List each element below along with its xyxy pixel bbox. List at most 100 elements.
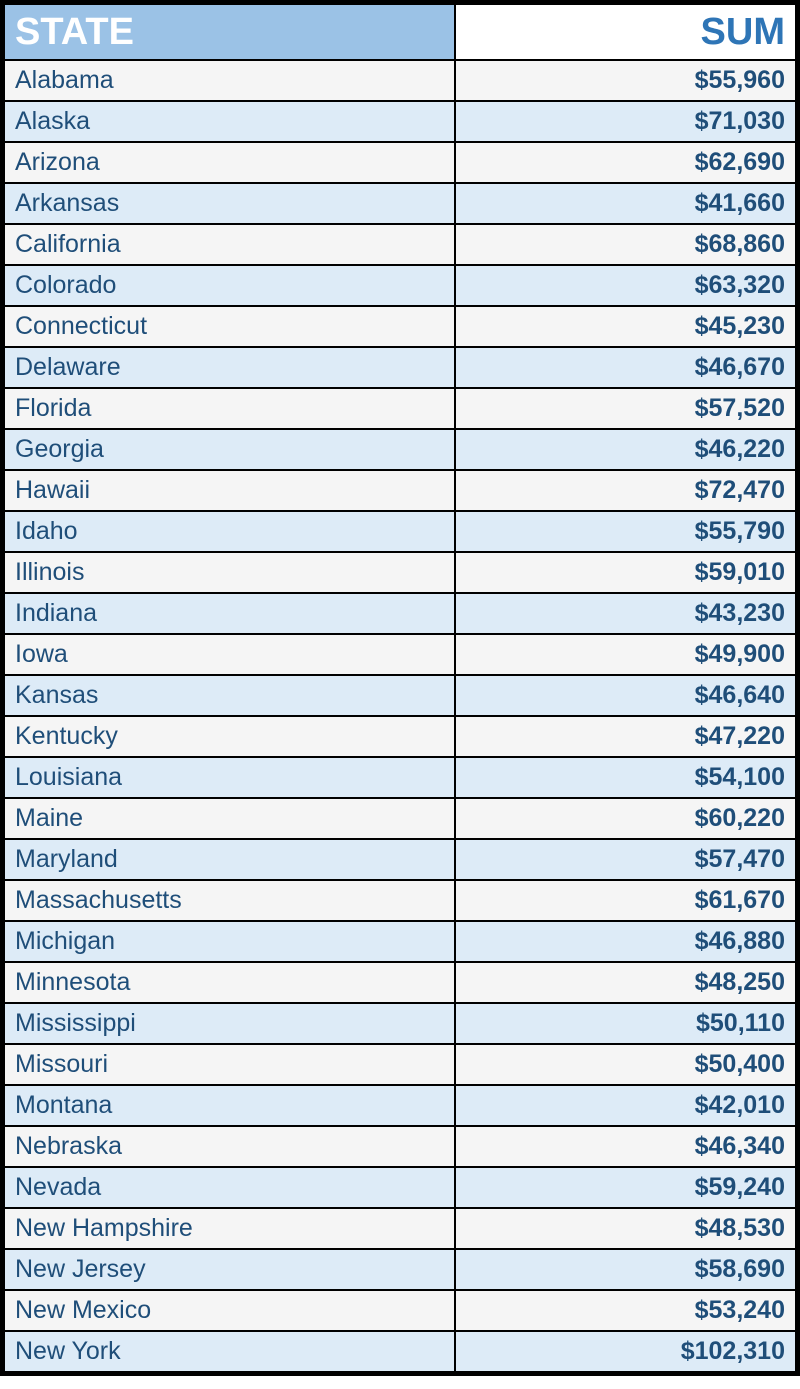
table-row: Louisiana $54,100 (4, 757, 796, 798)
sum-cell: $68,860 (455, 224, 796, 265)
sum-cell: $63,320 (455, 265, 796, 306)
state-cell: Hawaii (4, 470, 455, 511)
state-cell: Indiana (4, 593, 455, 634)
sum-cell: $46,340 (455, 1126, 796, 1167)
state-cell: Illinois (4, 552, 455, 593)
sum-cell: $48,530 (455, 1208, 796, 1249)
sum-cell: $61,670 (455, 880, 796, 921)
table-row: Hawaii $72,470 (4, 470, 796, 511)
state-cell: Florida (4, 388, 455, 429)
table-row: California $68,860 (4, 224, 796, 265)
sum-cell: $43,230 (455, 593, 796, 634)
state-cell: Alabama (4, 60, 455, 101)
state-cell: Arizona (4, 142, 455, 183)
table-row: Kansas $46,640 (4, 675, 796, 716)
sum-cell: $62,690 (455, 142, 796, 183)
sum-cell: $48,250 (455, 962, 796, 1003)
table-row: Massachusetts $61,670 (4, 880, 796, 921)
sum-cell: $58,690 (455, 1249, 796, 1290)
state-cell: Kentucky (4, 716, 455, 757)
table-row: New Mexico $53,240 (4, 1290, 796, 1331)
table-body: Alabama $55,960 Alaska $71,030 Arizona $… (4, 60, 796, 1372)
table-row: Missouri $50,400 (4, 1044, 796, 1085)
state-cell: Georgia (4, 429, 455, 470)
sum-cell: $50,400 (455, 1044, 796, 1085)
sum-cell: $42,010 (455, 1085, 796, 1126)
column-header-state: STATE (4, 4, 455, 60)
sum-cell: $57,520 (455, 388, 796, 429)
state-sum-table-container: STATE SUM Alabama $55,960 Alaska $71,030… (0, 0, 800, 1376)
sum-cell: $71,030 (455, 101, 796, 142)
sum-cell: $102,310 (455, 1331, 796, 1372)
state-cell: Connecticut (4, 306, 455, 347)
table-row: Iowa $49,900 (4, 634, 796, 675)
table-row: Arizona $62,690 (4, 142, 796, 183)
state-cell: Maryland (4, 839, 455, 880)
state-cell: Kansas (4, 675, 455, 716)
table-row: New Jersey $58,690 (4, 1249, 796, 1290)
table-row: Illinois $59,010 (4, 552, 796, 593)
table-row: Montana $42,010 (4, 1085, 796, 1126)
table-row: Maine $60,220 (4, 798, 796, 839)
state-cell: Michigan (4, 921, 455, 962)
sum-cell: $46,640 (455, 675, 796, 716)
sum-cell: $55,790 (455, 511, 796, 552)
table-row: Nebraska $46,340 (4, 1126, 796, 1167)
state-cell: Louisiana (4, 757, 455, 798)
sum-cell: $60,220 (455, 798, 796, 839)
state-cell: Mississippi (4, 1003, 455, 1044)
sum-cell: $55,960 (455, 60, 796, 101)
state-cell: Nevada (4, 1167, 455, 1208)
sum-cell: $59,240 (455, 1167, 796, 1208)
sum-cell: $59,010 (455, 552, 796, 593)
sum-cell: $41,660 (455, 183, 796, 224)
table-row: Alaska $71,030 (4, 101, 796, 142)
table-row: New York $102,310 (4, 1331, 796, 1372)
sum-cell: $45,230 (455, 306, 796, 347)
state-sum-table: STATE SUM Alabama $55,960 Alaska $71,030… (3, 3, 797, 1373)
table-row: Alabama $55,960 (4, 60, 796, 101)
table-row: Nevada $59,240 (4, 1167, 796, 1208)
state-cell: Montana (4, 1085, 455, 1126)
table-row: Idaho $55,790 (4, 511, 796, 552)
table-row: Colorado $63,320 (4, 265, 796, 306)
state-cell: California (4, 224, 455, 265)
table-row: Connecticut $45,230 (4, 306, 796, 347)
state-cell: New Hampshire (4, 1208, 455, 1249)
sum-cell: $53,240 (455, 1290, 796, 1331)
state-cell: Minnesota (4, 962, 455, 1003)
table-row: New Hampshire $48,530 (4, 1208, 796, 1249)
table-row: Mississippi $50,110 (4, 1003, 796, 1044)
sum-cell: $54,100 (455, 757, 796, 798)
table-row: Florida $57,520 (4, 388, 796, 429)
table-row: Maryland $57,470 (4, 839, 796, 880)
state-cell: Arkansas (4, 183, 455, 224)
table-header-row: STATE SUM (4, 4, 796, 60)
state-cell: New York (4, 1331, 455, 1372)
state-cell: Missouri (4, 1044, 455, 1085)
column-header-sum: SUM (455, 4, 796, 60)
state-cell: Delaware (4, 347, 455, 388)
state-cell: New Jersey (4, 1249, 455, 1290)
sum-cell: $46,880 (455, 921, 796, 962)
table-row: Delaware $46,670 (4, 347, 796, 388)
sum-cell: $72,470 (455, 470, 796, 511)
table-row: Georgia $46,220 (4, 429, 796, 470)
table-row: Kentucky $47,220 (4, 716, 796, 757)
state-cell: Nebraska (4, 1126, 455, 1167)
table-row: Minnesota $48,250 (4, 962, 796, 1003)
state-cell: Alaska (4, 101, 455, 142)
sum-cell: $46,670 (455, 347, 796, 388)
table-row: Michigan $46,880 (4, 921, 796, 962)
state-cell: Iowa (4, 634, 455, 675)
sum-cell: $47,220 (455, 716, 796, 757)
sum-cell: $46,220 (455, 429, 796, 470)
table-row: Arkansas $41,660 (4, 183, 796, 224)
sum-cell: $50,110 (455, 1003, 796, 1044)
state-cell: Idaho (4, 511, 455, 552)
sum-cell: $57,470 (455, 839, 796, 880)
state-cell: New Mexico (4, 1290, 455, 1331)
state-cell: Massachusetts (4, 880, 455, 921)
sum-cell: $49,900 (455, 634, 796, 675)
state-cell: Maine (4, 798, 455, 839)
